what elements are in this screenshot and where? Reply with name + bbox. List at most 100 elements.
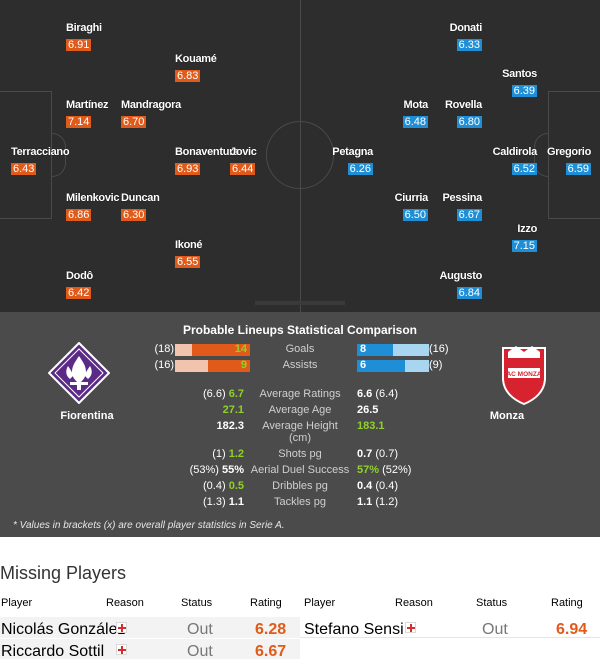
away-player[interactable]: Pessina 6.67 xyxy=(443,192,482,223)
home-bar-fill xyxy=(191,344,250,356)
home-stat: (1) 1.2 xyxy=(212,448,244,460)
stat-label: Average Ratings xyxy=(259,388,341,400)
player-name: Mota xyxy=(403,99,429,111)
home-player[interactable]: Jovic 6.44 xyxy=(230,146,257,177)
home-stat: (6.6) 6.7 xyxy=(203,388,244,400)
header-player: Player xyxy=(304,597,336,609)
header-reason: Reason xyxy=(395,597,433,609)
home-player[interactable]: Mandragora 6.70 xyxy=(121,99,181,130)
away-player[interactable]: Rovella 6.80 xyxy=(445,99,482,130)
pitch-watermark xyxy=(255,301,345,305)
home-player[interactable]: Duncan 6.30 xyxy=(121,192,160,223)
away-overall: (16) xyxy=(429,343,449,355)
player-rating: 6.93 xyxy=(175,163,201,175)
home-player[interactable]: Dodô 6.42 xyxy=(66,270,93,301)
home-player[interactable]: Kouamé 6.83 xyxy=(175,53,217,84)
stat-label: Assists xyxy=(282,359,318,371)
home-stat: 182.3 xyxy=(216,420,244,432)
home-overall: (18) xyxy=(154,343,174,355)
away-stat: 183.1 xyxy=(357,420,385,432)
missing-player-name[interactable]: Riccardo Sottil xyxy=(1,643,105,660)
away-value: 6.6 xyxy=(357,388,373,400)
player-name: Donati xyxy=(449,22,483,34)
away-overall: (0.7) xyxy=(375,448,398,460)
home-player[interactable]: Biraghi 6.91 xyxy=(66,22,102,53)
away-stat: 0.4 (0.4) xyxy=(357,480,398,492)
home-player[interactable]: Ikoné 6.55 xyxy=(175,239,203,270)
home-overall: (1) xyxy=(212,448,226,460)
home-value: 1.2 xyxy=(228,448,244,460)
away-value: 57% xyxy=(357,464,380,476)
player-rating: 6.42 xyxy=(66,287,92,299)
away-player[interactable]: Donati 6.33 xyxy=(450,22,482,53)
player-name: Martínez xyxy=(66,99,109,111)
away-player[interactable]: Gregorio 6.59 xyxy=(547,146,591,177)
player-name: Ikoné xyxy=(175,239,203,251)
home-bar: 14 xyxy=(175,343,250,356)
comparison-title: Probable Lineups Statistical Comparison xyxy=(182,323,418,337)
away-bar-fill xyxy=(357,344,393,356)
home-player[interactable]: Martínez 7.14 xyxy=(66,99,109,130)
player-rating: 6.33 xyxy=(456,39,482,51)
player-name: Caldirola xyxy=(492,146,538,158)
home-team-name[interactable]: Fiorentina xyxy=(60,410,114,422)
away-overall: (1.2) xyxy=(375,496,398,508)
away-value: 183.1 xyxy=(357,420,385,432)
away-value: 0.7 xyxy=(357,448,373,460)
player-rating: 6.52 xyxy=(511,163,537,175)
player-name: Gregorio xyxy=(546,146,591,158)
away-stat: 6.6 (6.4) xyxy=(357,388,398,400)
away-value: 6 xyxy=(360,359,367,371)
header-rating: Rating xyxy=(250,597,282,609)
away-player[interactable]: Santos 6.39 xyxy=(502,68,537,99)
home-player[interactable]: Terracciano 6.43 xyxy=(11,146,70,177)
away-player[interactable]: Ciurria 6.50 xyxy=(395,192,428,223)
missing-player-name[interactable]: Nicolás González xyxy=(1,621,126,638)
missing-status: Out xyxy=(187,621,213,638)
away-value: 0.4 xyxy=(357,480,373,492)
stat-label: Dribbles pg xyxy=(272,480,328,492)
missing-row[interactable]: Stefano Sensi Out 6.94 xyxy=(300,617,600,638)
away-player[interactable]: Izzo 7.15 xyxy=(511,223,537,254)
home-player[interactable]: Bonaventura 6.93 xyxy=(175,146,239,177)
away-value: 8 xyxy=(360,343,367,355)
home-value: 0.5 xyxy=(228,480,244,492)
away-overall: (6.4) xyxy=(375,388,398,400)
player-rating: 7.15 xyxy=(511,240,537,252)
away-stat: 26.5 xyxy=(357,404,378,416)
player-rating: 6.80 xyxy=(456,116,482,128)
away-player[interactable]: Augusto 6.84 xyxy=(439,270,482,301)
away-value: 1.1 xyxy=(357,496,373,508)
stat-row-tackles: (1.3) 1.1 Tackles pg 1.1 (1.2) xyxy=(0,496,600,511)
fiorentina-crest-icon[interactable] xyxy=(48,342,110,404)
stat-label: Average Height (cm) xyxy=(262,420,338,444)
stat-row-shots: (1) 1.2 Shots pg 0.7 (0.7) xyxy=(0,448,600,463)
missing-player-name[interactable]: Stefano Sensi xyxy=(304,621,404,638)
footnote: * Values in brackets (x) are overall pla… xyxy=(13,520,285,531)
away-stat: 0.7 (0.7) xyxy=(357,448,398,460)
stat-row-assists: (16) 9 Assists 6 (9) xyxy=(0,359,600,374)
home-overall: (16) xyxy=(154,359,174,371)
away-team-name[interactable]: Monza xyxy=(489,410,525,422)
missing-row[interactable]: Nicolás González Out 6.28 xyxy=(0,617,300,638)
stat-row-goals: (18) 14 Goals 8 (16) xyxy=(0,343,600,358)
home-overall: (53%) xyxy=(189,464,219,476)
player-name: Kouamé xyxy=(175,53,217,65)
missing-status: Out xyxy=(482,621,508,638)
away-player[interactable]: Mota 6.48 xyxy=(402,99,429,130)
stat-label: Aerial Duel Success xyxy=(250,464,350,476)
monza-crest-icon[interactable]: AC MONZA xyxy=(500,342,548,406)
home-player[interactable]: Milenkovic 6.86 xyxy=(66,192,120,223)
injury-icon xyxy=(116,622,127,633)
home-overall: (1.3) xyxy=(203,496,226,508)
header-player: Player xyxy=(1,597,33,609)
player-rating: 6.84 xyxy=(456,287,482,299)
home-value: 6.7 xyxy=(228,388,244,400)
player-name: Jovic xyxy=(230,146,257,158)
away-player[interactable]: Caldirola 6.52 xyxy=(493,146,537,177)
missing-row[interactable]: Riccardo Sottil Out 6.67 xyxy=(0,638,300,660)
player-name: Terracciano xyxy=(11,146,70,158)
crest-text: AC MONZA xyxy=(506,371,541,378)
away-player[interactable]: Petagna 6.26 xyxy=(332,146,373,177)
stat-row-aerial-duel-success: (53%) 55% Aerial Duel Success 57% (52%) xyxy=(0,464,600,479)
